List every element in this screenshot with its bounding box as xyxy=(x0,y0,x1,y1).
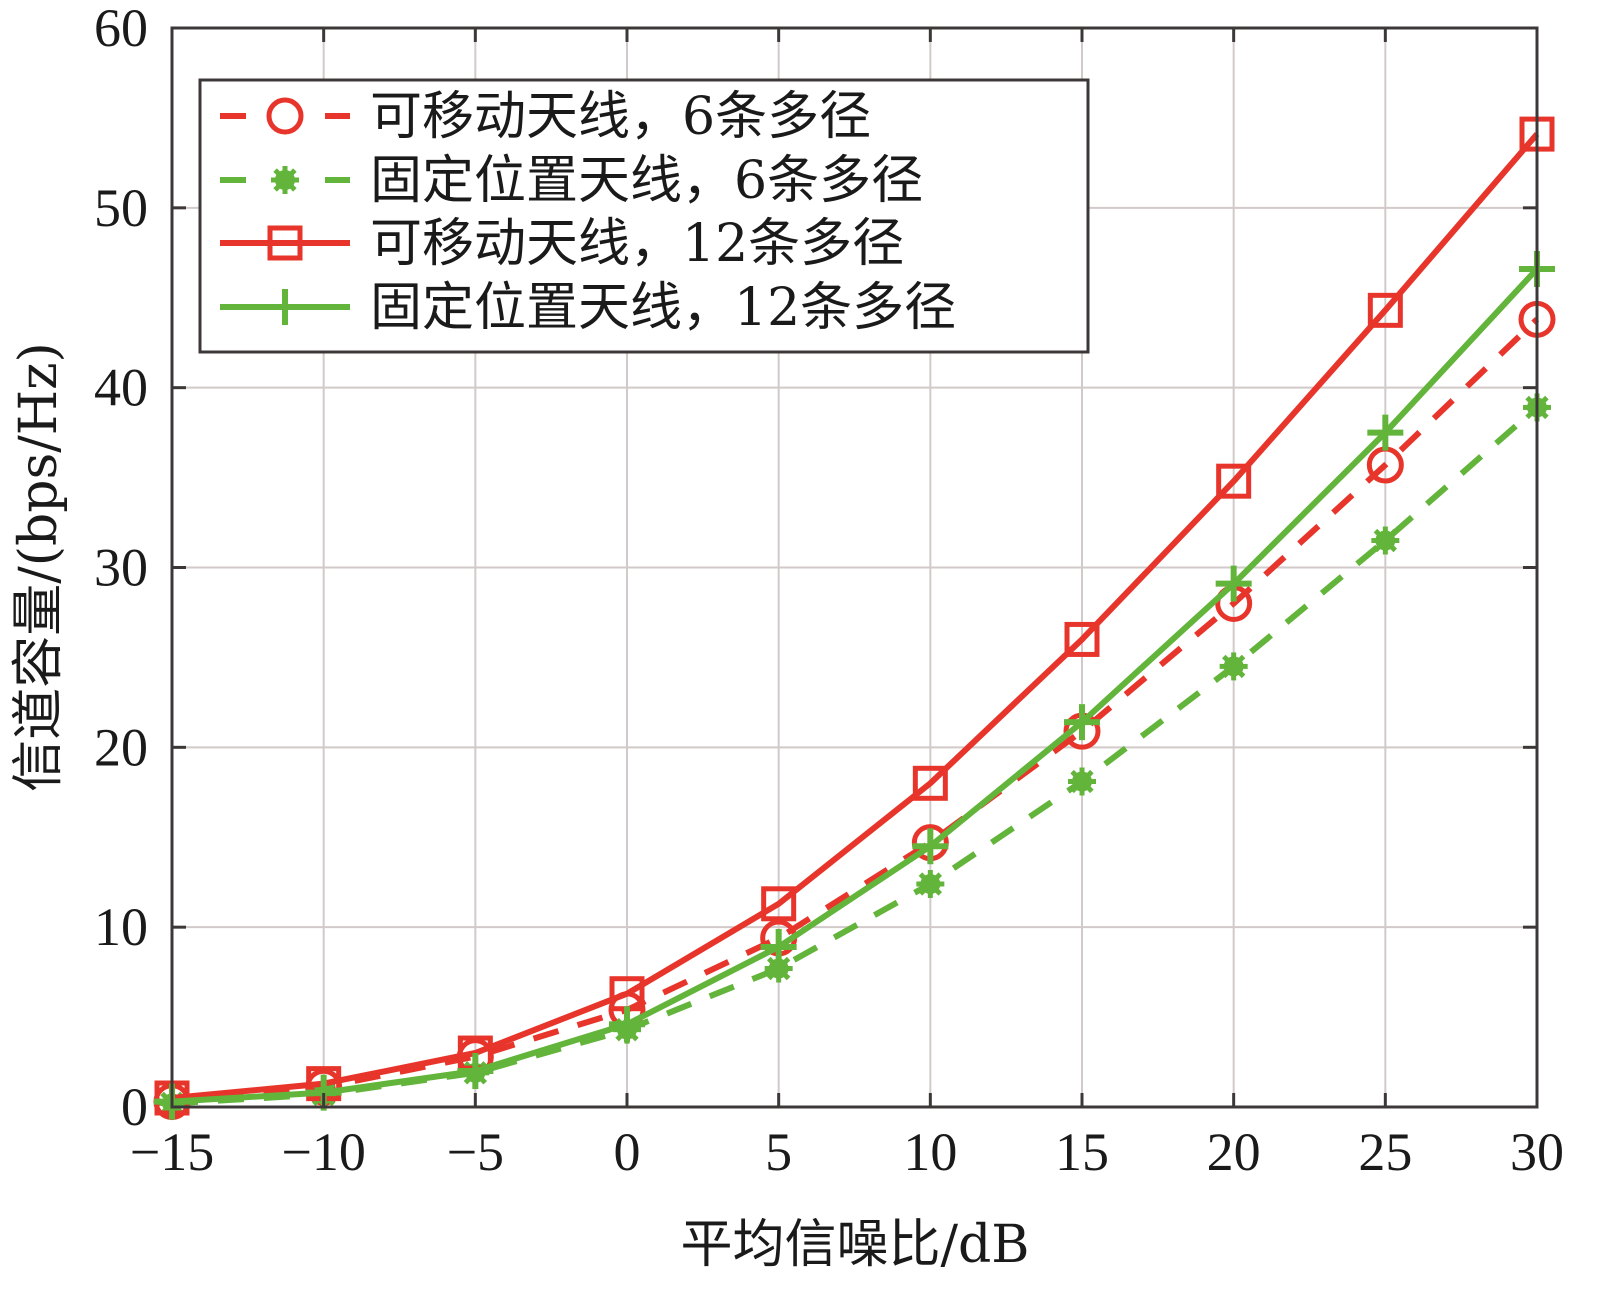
y-tick-label: 10 xyxy=(94,897,148,957)
y-tick-label: 50 xyxy=(94,178,148,238)
legend-label: 固定位置天线，12条多径 xyxy=(370,278,956,338)
series-line xyxy=(171,317,1540,1105)
y-tick-label: 30 xyxy=(94,538,148,598)
x-tick-label: 0 xyxy=(614,1122,641,1182)
legend-label: 可移动天线，12条多径 xyxy=(370,214,904,274)
square-marker-icon xyxy=(761,886,797,922)
series-line xyxy=(171,132,1540,1101)
series-4 xyxy=(154,250,1555,1120)
y-tick-label: 0 xyxy=(121,1077,148,1137)
plus-marker-icon xyxy=(267,289,303,325)
series-line xyxy=(171,405,1539,1107)
plus-marker-icon xyxy=(760,928,797,965)
legend-label: 固定位置天线，6条多径 xyxy=(370,151,923,211)
plus-marker-icon xyxy=(457,1053,494,1090)
legend-item: 可移动天线，6条多径 xyxy=(220,87,871,147)
y-axis-title: 信道容量/(bps/Hz) xyxy=(9,342,69,792)
x-tick-label: 25 xyxy=(1358,1122,1412,1182)
asterisk-marker-icon xyxy=(1219,652,1248,681)
x-tick-label: −10 xyxy=(281,1122,365,1182)
plus-marker-icon xyxy=(609,1006,645,1043)
x-tick-label: 10 xyxy=(903,1122,957,1182)
x-tick-label: 15 xyxy=(1055,1122,1109,1182)
square-marker-icon xyxy=(1064,621,1100,657)
x-axis-tick-labels: −15 −10 −5 0 5 10 15 20 25 30 xyxy=(130,1122,1564,1182)
circle-marker-icon xyxy=(266,97,304,135)
y-tick-label: 40 xyxy=(94,358,148,418)
legend-item: 可移动天线，12条多径 xyxy=(220,214,904,274)
y-axis-tick-labels: 0 10 20 30 40 50 60 xyxy=(94,0,148,1137)
x-tick-label: 5 xyxy=(765,1122,792,1182)
square-marker-icon xyxy=(1216,463,1252,499)
legend: 可移动天线，6条多径固定位置天线，6条多径可移动天线，12条多径固定位置天线，1… xyxy=(198,78,1090,354)
x-tick-label: −5 xyxy=(447,1122,504,1182)
legend-item: 固定位置天线，6条多径 xyxy=(220,151,923,211)
square-marker-icon xyxy=(1367,292,1403,328)
plus-marker-icon xyxy=(1215,565,1252,602)
plus-marker-icon xyxy=(1367,414,1404,451)
plus-marker-icon xyxy=(1064,704,1100,741)
legend-label: 可移动天线，6条多径 xyxy=(370,87,871,147)
square-marker-icon xyxy=(912,765,948,801)
x-axis-title: 平均信噪比/dB xyxy=(680,1215,1029,1275)
axis-ticks xyxy=(170,26,1539,1109)
square-marker-icon xyxy=(267,225,303,261)
legend-item: 固定位置天线，12条多径 xyxy=(220,278,956,338)
y-tick-label: 20 xyxy=(94,717,148,777)
asterisk-marker-icon xyxy=(1068,767,1096,796)
x-tick-label: 30 xyxy=(1510,1122,1564,1182)
x-tick-label: −15 xyxy=(130,1122,214,1182)
series-1 xyxy=(153,300,1556,1121)
x-tick-label: 20 xyxy=(1207,1122,1261,1182)
y-tick-label: 60 xyxy=(94,0,148,58)
asterisk-marker-icon xyxy=(764,954,793,983)
asterisk-marker-icon xyxy=(271,166,299,194)
asterisk-marker-icon xyxy=(916,870,945,899)
series-line xyxy=(171,266,1540,1105)
plus-marker-icon xyxy=(912,828,949,865)
asterisk-marker-icon xyxy=(1371,526,1400,555)
